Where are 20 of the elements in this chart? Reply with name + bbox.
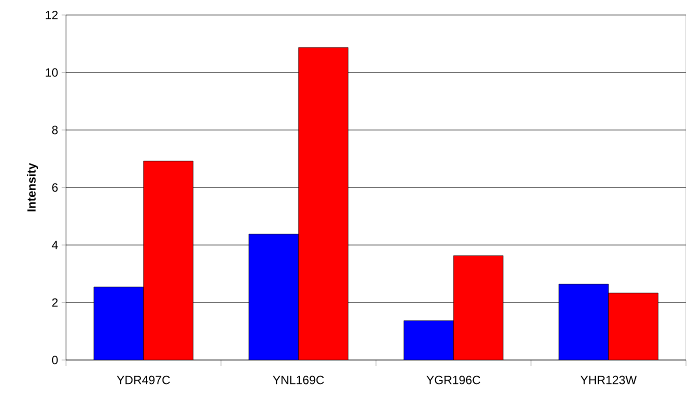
bar	[298, 47, 348, 360]
bar	[94, 286, 144, 360]
bar	[558, 284, 609, 360]
y-tick-label: 8	[52, 126, 58, 134]
y-tick-label: 12	[46, 10, 58, 20]
x-tick-label: YHR123W	[580, 376, 637, 384]
y-tick-label: 4	[52, 240, 58, 250]
bar	[404, 320, 454, 360]
y-tick-label: 2	[52, 298, 58, 307]
y-tick-label: 6	[52, 183, 58, 192]
x-tick-label: YGR196C	[426, 376, 480, 384]
y-tick-label: 0	[52, 356, 58, 364]
y-tick-label: 10	[46, 68, 58, 77]
bar	[248, 234, 299, 360]
x-tick-label: YDR497C	[116, 376, 170, 384]
bar	[143, 160, 194, 360]
bar	[453, 255, 504, 360]
x-tick-label: YNL169C	[272, 376, 324, 384]
y-axis-title: Intensity	[26, 162, 38, 212]
bar	[608, 292, 658, 360]
